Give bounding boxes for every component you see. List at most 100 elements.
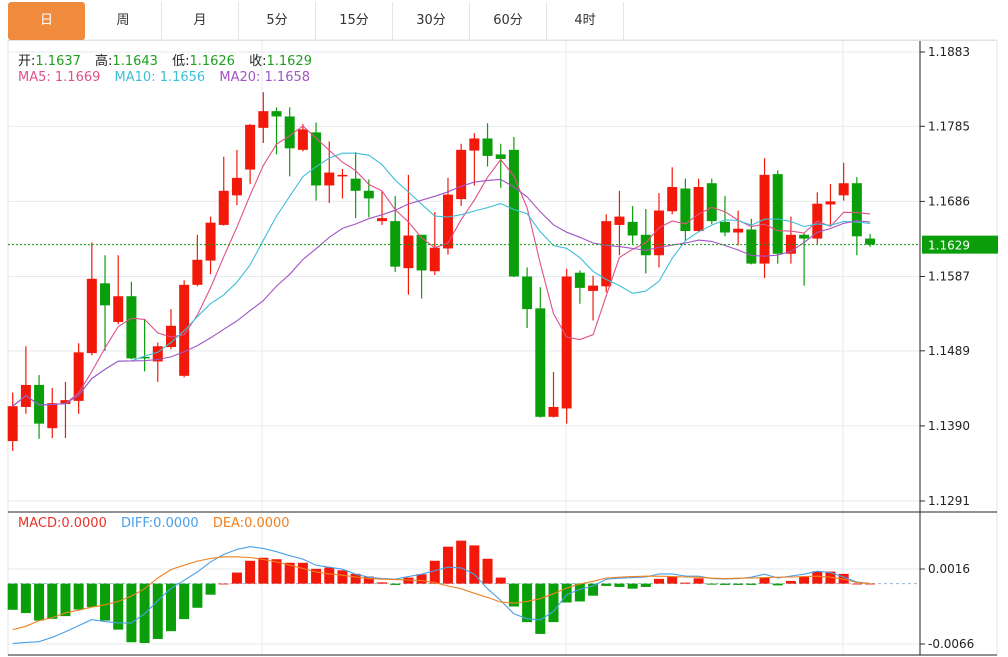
candle-body (799, 234, 810, 239)
candle-down (706, 178, 717, 225)
candle-body (733, 228, 744, 233)
ma20-line (12, 178, 871, 407)
macd-bar (508, 583, 519, 607)
macd-bar (73, 583, 84, 610)
candle-body (403, 235, 414, 269)
candle-down (34, 375, 45, 439)
candle-down (772, 170, 783, 264)
y-tick-label: 1.1686 (928, 194, 970, 208)
candle-down (495, 143, 506, 188)
candle-up (548, 372, 559, 418)
candle-body (719, 221, 730, 233)
candle-body (231, 177, 242, 196)
macd-bar (706, 583, 717, 585)
candle-up (377, 190, 388, 225)
tab-week[interactable]: 周 (85, 2, 162, 40)
macd-bar (456, 540, 467, 584)
candle-body (825, 201, 836, 205)
candle-up (231, 149, 242, 206)
macd-bar (126, 583, 137, 643)
open-value: 1.1637 (35, 54, 81, 69)
ma20-label: MA20: (219, 70, 265, 85)
candle-body (258, 111, 269, 128)
macd-bar (574, 583, 585, 602)
ma-legend: MA5: 1.1669 MA10: 1.1656 MA20: 1.1658 (18, 70, 320, 85)
candle-body (865, 238, 876, 245)
tab-15min[interactable]: 15分 (316, 2, 393, 40)
candle-down (139, 318, 150, 372)
candle-up (693, 178, 704, 233)
macd-bar (469, 545, 480, 584)
ma5-line (12, 125, 871, 407)
candle-body (416, 234, 427, 271)
high-label: 高: (95, 54, 113, 69)
tab-5min[interactable]: 5分 (239, 2, 316, 40)
candle-up (60, 381, 71, 439)
candle-down (416, 234, 427, 299)
ohlc-legend: 开:1.1637 高:1.1643 低:1.1626 收:1.1629 (18, 50, 322, 69)
candle-down (508, 136, 519, 278)
macd-bar (205, 583, 216, 595)
candle-down (719, 196, 730, 237)
macd-bar (535, 583, 546, 634)
candle-down (799, 232, 810, 286)
open-label: 开: (18, 54, 36, 69)
tab-month[interactable]: 月 (162, 2, 239, 40)
last-price-label: 1.1629 (928, 239, 970, 253)
low-value: 1.1626 (189, 54, 235, 69)
tab-4hour[interactable]: 4时 (547, 2, 624, 40)
macd-bar (337, 570, 348, 584)
candle-body (390, 221, 401, 267)
candle-up (86, 242, 97, 356)
y-tick-label: 1.1587 (928, 270, 970, 284)
candle-body (574, 272, 585, 288)
macd-bar (34, 583, 45, 621)
candle-down (627, 205, 638, 244)
macd-bar (271, 559, 282, 584)
tab-30min[interactable]: 30分 (393, 2, 470, 40)
macd-bar (667, 576, 678, 584)
candle-body (165, 325, 176, 348)
dea-value: 0.0000 (244, 516, 290, 531)
close-value: 1.1629 (266, 54, 312, 69)
macd-value: 0.0000 (61, 516, 107, 531)
macd-bar (693, 578, 704, 584)
macd-label: MACD: (18, 516, 62, 531)
candle-body (561, 276, 572, 409)
macd-bar (785, 580, 796, 584)
tab-day[interactable]: 日 (8, 2, 85, 40)
macd-bar (799, 576, 810, 584)
candle-up (825, 183, 836, 226)
macd-bar (654, 578, 665, 584)
macd-bar (588, 583, 599, 596)
candle-down (522, 267, 533, 329)
macd-bar (627, 583, 638, 589)
candle-up (561, 268, 572, 424)
candle-body (588, 285, 599, 291)
ma10-line (12, 152, 871, 407)
candle-body (205, 222, 216, 261)
candle-body (271, 111, 282, 117)
candle-up (654, 193, 665, 268)
candle-body (680, 188, 691, 231)
candle-body (284, 116, 295, 149)
tab-60min[interactable]: 60分 (470, 2, 547, 40)
candle-up (403, 174, 414, 295)
macd-bar (548, 583, 559, 623)
candle-down (535, 287, 546, 418)
macd-bar (851, 583, 862, 585)
high-value: 1.1643 (112, 54, 158, 69)
candle-up (442, 177, 453, 255)
candle-body (73, 352, 84, 401)
macd-bar (113, 583, 124, 630)
candle-down (350, 152, 361, 219)
macd-bar (7, 583, 18, 610)
candle-body (363, 190, 374, 199)
y-tick-label: 1.1291 (928, 494, 970, 508)
macd-bar (390, 583, 401, 585)
candle-up (667, 167, 678, 215)
candle-body (614, 216, 625, 225)
candle-body (139, 356, 150, 359)
candle-body (851, 183, 862, 237)
